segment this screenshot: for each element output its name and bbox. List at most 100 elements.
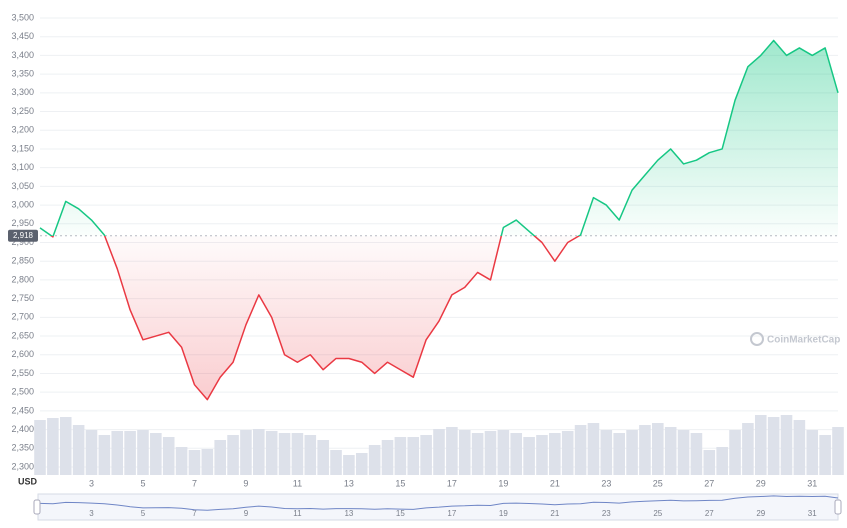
volume-bar xyxy=(574,425,587,475)
navigator[interactable] xyxy=(37,493,839,521)
y-tick-label: 3,200 xyxy=(11,125,34,135)
navigator-tick-label: 19 xyxy=(499,509,508,518)
volume-bar xyxy=(85,430,98,475)
navigator-tick-label: 17 xyxy=(447,509,456,518)
volume-bar xyxy=(317,440,329,475)
volume-bar xyxy=(536,435,548,475)
x-tick-label: 21 xyxy=(550,478,560,488)
navigator-tick-label: 3 xyxy=(89,509,94,518)
x-tick-label: 27 xyxy=(704,478,714,488)
volume-bar xyxy=(407,437,420,475)
volume-bar xyxy=(600,430,613,475)
volume-bar xyxy=(446,427,458,475)
navigator-tick-label: 21 xyxy=(550,509,559,518)
x-tick-label: 29 xyxy=(756,478,766,488)
volume-bar xyxy=(664,427,677,475)
volume-bar xyxy=(175,447,188,475)
volume-bar xyxy=(819,435,831,475)
price-plot: 2,918 xyxy=(8,39,839,401)
y-tick-label: 2,800 xyxy=(11,274,34,284)
baseline-label-bg xyxy=(8,229,38,242)
volume-bar xyxy=(420,435,432,475)
volume-bar xyxy=(626,430,638,475)
volume-bars xyxy=(34,415,844,475)
y-tick-label: 3,250 xyxy=(11,106,34,116)
navigator-tick-label: 27 xyxy=(705,509,714,518)
navigator-tick-label: 13 xyxy=(344,509,353,518)
volume-bar xyxy=(304,435,317,475)
y-tick-label: 2,700 xyxy=(11,312,34,322)
x-tick-label: 5 xyxy=(140,478,145,488)
volume-bar xyxy=(137,430,149,475)
y-tick-label: 2,600 xyxy=(11,349,34,359)
x-tick-label: 11 xyxy=(293,478,302,488)
volume-bar xyxy=(754,415,767,475)
y-tick-label: 2,900 xyxy=(11,237,34,247)
volume-bar xyxy=(510,433,523,475)
y-tick-label: 3,450 xyxy=(11,31,34,41)
volume-bar xyxy=(240,430,252,475)
volume-bar xyxy=(587,423,600,475)
volume-bar xyxy=(253,429,265,475)
volume-bar xyxy=(124,431,136,475)
volume-bar xyxy=(59,417,72,475)
navigator-tick-label: 31 xyxy=(808,509,817,518)
volume-bar xyxy=(150,433,162,475)
volume-bar xyxy=(458,430,471,475)
volume-bar xyxy=(523,437,535,475)
volume-bar xyxy=(729,430,741,475)
volume-bar xyxy=(497,430,510,475)
volume-bar xyxy=(484,431,497,475)
volume-bar xyxy=(291,433,304,475)
y-tick-label: 2,350 xyxy=(11,443,34,453)
volume-bar xyxy=(767,417,780,475)
navigator-tick-label: 15 xyxy=(396,509,405,518)
x-tick-label: 17 xyxy=(447,478,457,488)
navigator-handle[interactable] xyxy=(834,499,842,515)
volume-bar xyxy=(471,433,484,475)
y-tick-label: 2,300 xyxy=(11,461,34,471)
y-tick-label: 2,550 xyxy=(11,368,34,378)
volume-bar xyxy=(613,433,625,475)
volume-bar xyxy=(394,437,407,475)
y-tick-label: 2,450 xyxy=(11,405,34,415)
watermark: CoinMarketCap xyxy=(750,332,840,346)
volume-bar xyxy=(806,430,819,475)
x-tick-label: 15 xyxy=(395,478,405,488)
x-tick-label: 7 xyxy=(192,478,197,488)
volume-bar xyxy=(265,431,278,475)
x-tick-label: 19 xyxy=(498,478,508,488)
y-tick-label: 3,300 xyxy=(11,87,34,97)
price-line xyxy=(39,39,839,401)
volume-bar xyxy=(433,429,445,475)
volume-bar xyxy=(793,420,806,475)
x-tick-label: 23 xyxy=(601,478,611,488)
y-tick-label: 3,150 xyxy=(11,143,34,153)
volume-bar xyxy=(716,447,728,475)
volume-bar xyxy=(368,445,381,475)
y-tick-label: 3,350 xyxy=(11,69,34,79)
navigator-tick-label: 9 xyxy=(244,509,249,518)
y-tick-label: 3,500 xyxy=(11,12,34,22)
volume-bar xyxy=(742,423,754,475)
navigator-tick-label: 25 xyxy=(653,509,662,518)
y-tick-label: 2,950 xyxy=(11,218,34,228)
volume-bar xyxy=(561,431,574,475)
volume-bar xyxy=(652,423,664,475)
volume-bar xyxy=(72,425,85,475)
navigator-tick-label: 23 xyxy=(602,509,611,518)
baseline-label: 2,918 xyxy=(13,231,34,240)
navigator-tick-label: 5 xyxy=(141,509,146,518)
price-area xyxy=(40,40,838,400)
volume-bar xyxy=(98,435,111,475)
volume-bar xyxy=(214,440,226,475)
currency-label: USD xyxy=(18,476,38,486)
navigator-handle[interactable] xyxy=(33,499,41,515)
navigator-plot: 3 5 7 9 11 13 15 17 19 21 23 25 27 29 31 xyxy=(39,495,839,518)
volume-bar xyxy=(703,450,716,475)
volume-bar xyxy=(34,420,46,475)
volume-bar xyxy=(690,433,703,475)
navigator-tick-label: 29 xyxy=(756,509,765,518)
y-tick-label: 2,500 xyxy=(11,387,34,397)
